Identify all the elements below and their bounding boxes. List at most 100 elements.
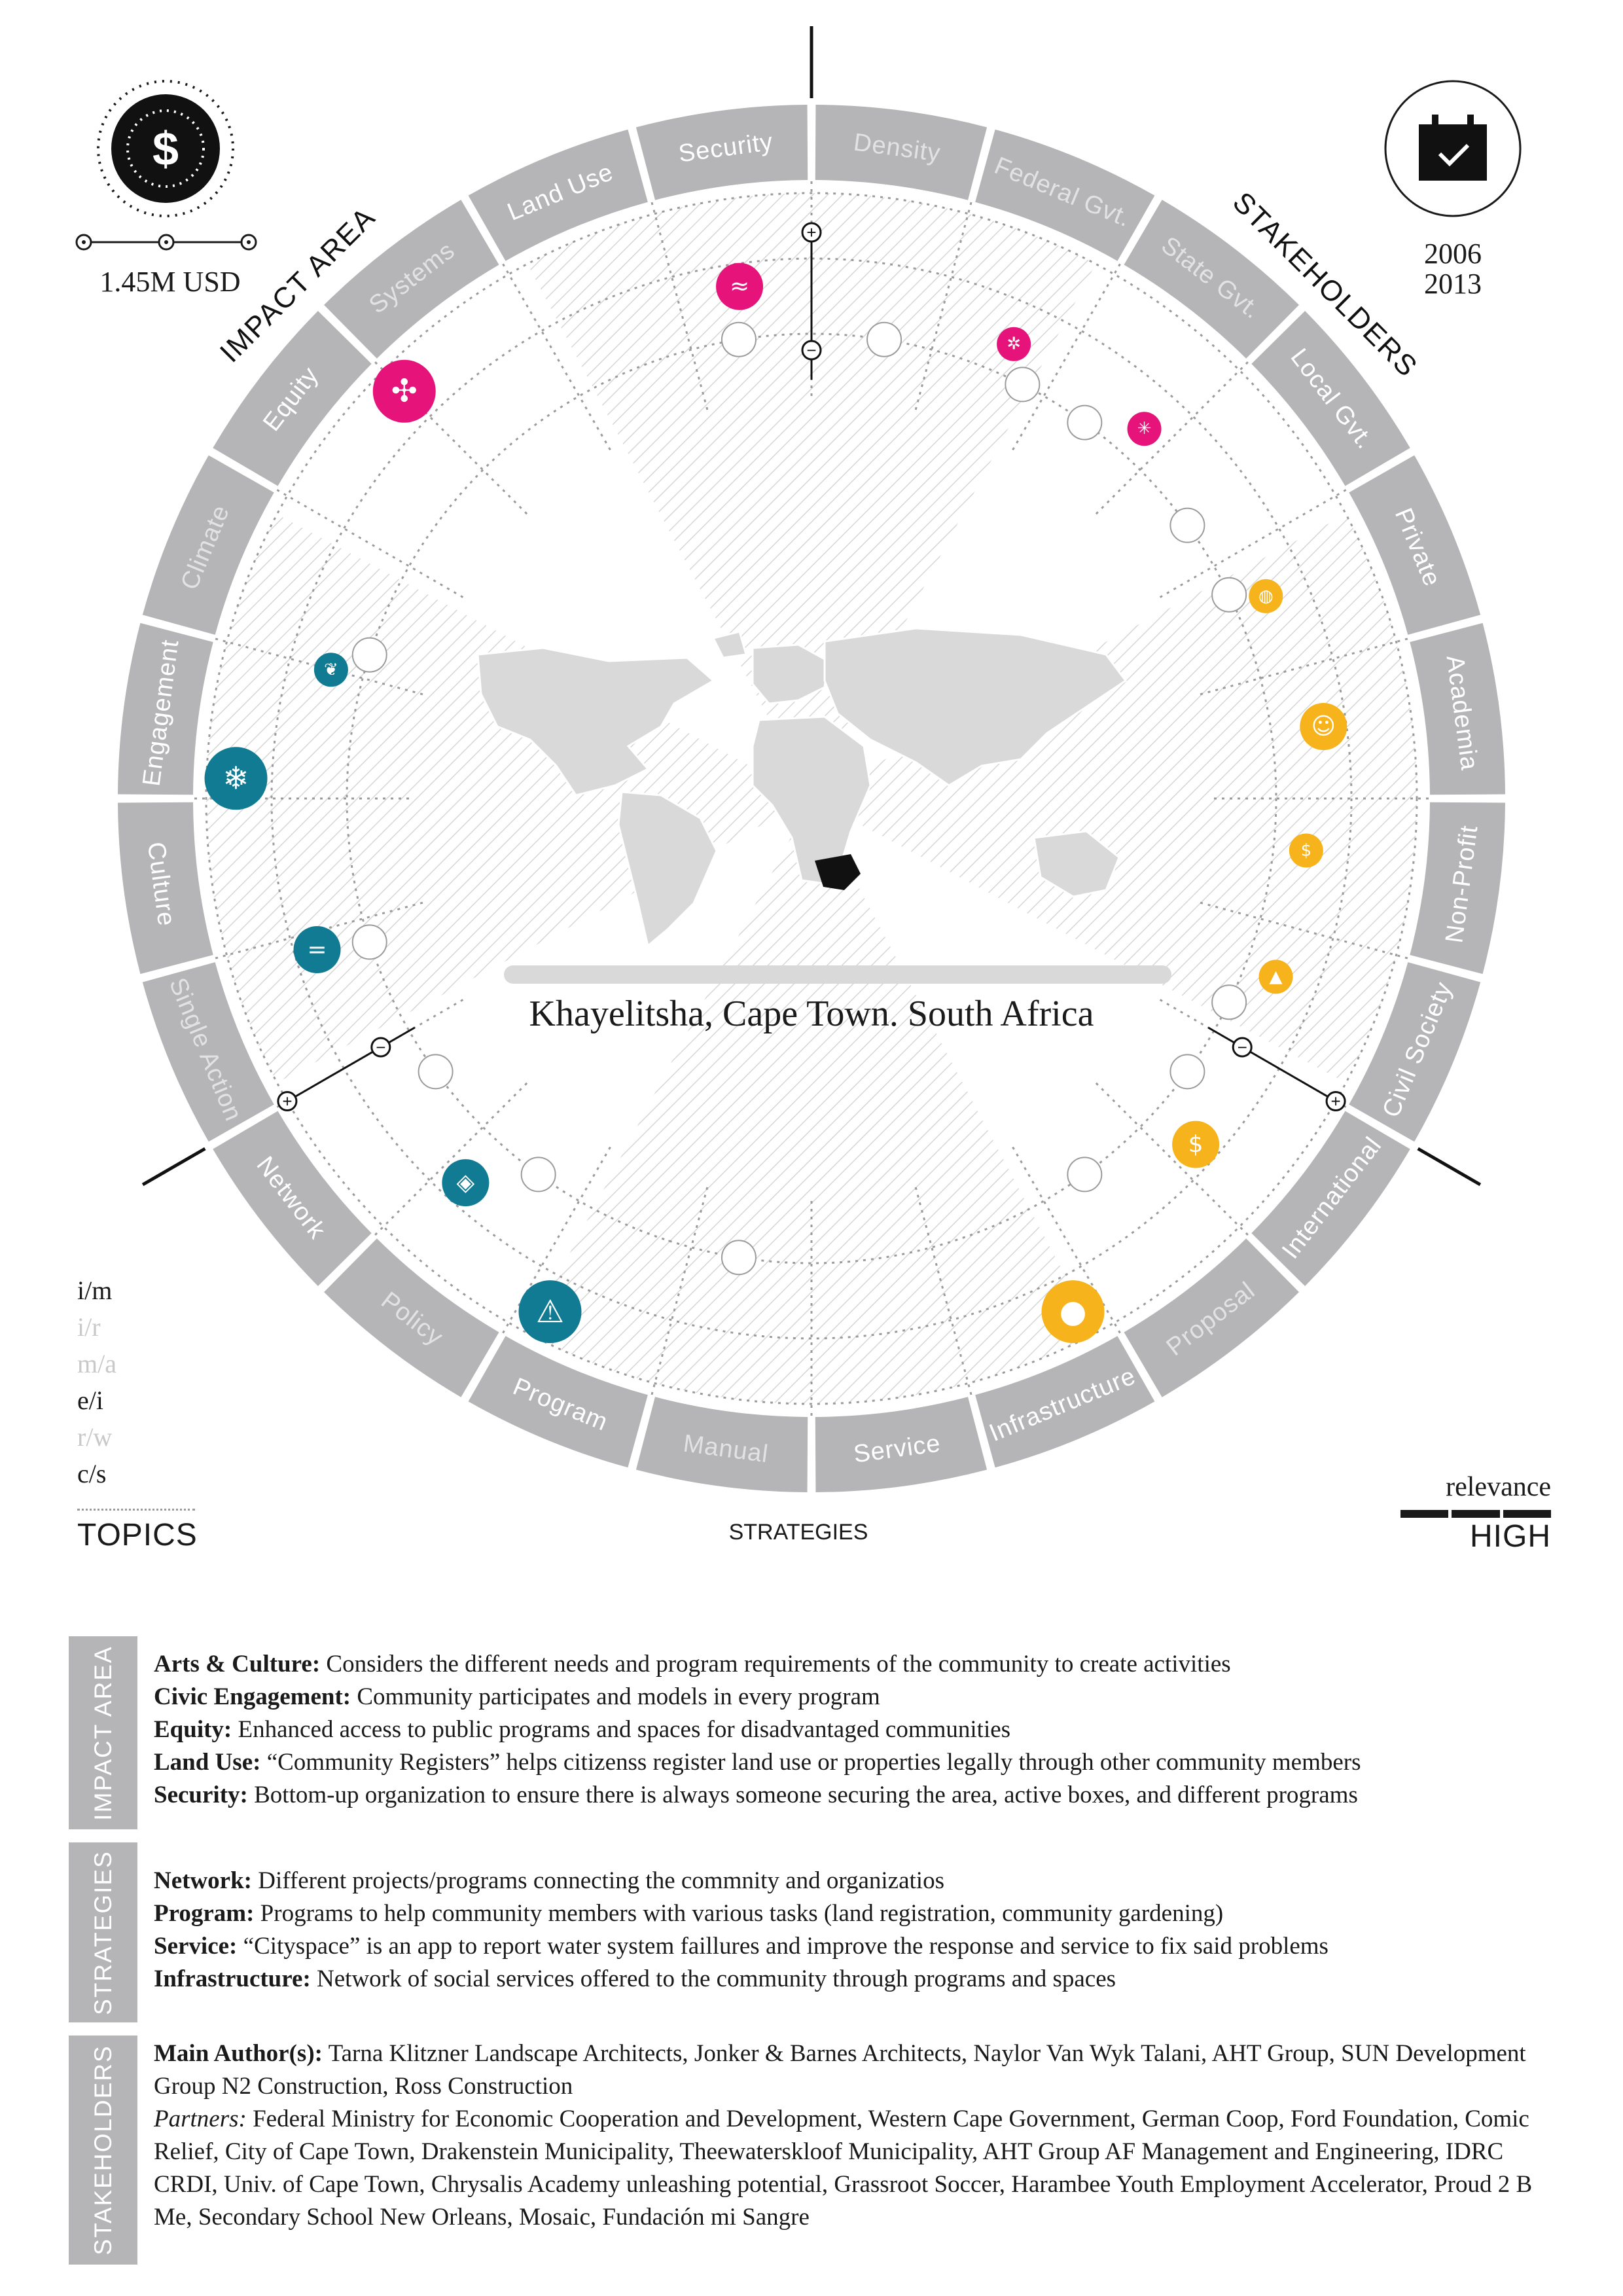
marker-impact: ❦ [313, 653, 348, 687]
range-symbol: + [282, 1092, 292, 1111]
empty-slot-circle [1169, 1054, 1205, 1090]
marker-strategy: ✲ [997, 327, 1031, 361]
hand-coin-icon: $ [1301, 840, 1312, 860]
hatch-wedge [527, 798, 1096, 1405]
empty-slot-circle [1067, 1157, 1103, 1193]
marker-dot [1172, 1121, 1220, 1168]
marker-dot [293, 925, 341, 973]
wheel-decorations: + − + − + − [141, 26, 1482, 1187]
ring-segment [1349, 455, 1481, 635]
marker-strategy: ≈ [716, 262, 764, 310]
impact-area-body: Arts & Culture: Considers the different … [154, 1648, 1558, 1812]
main-authors: Main Author(s): Tarna Klitzner Landscape… [154, 2040, 1526, 2100]
mortarboard-icon: ▲ [1270, 967, 1283, 986]
marker-dot [372, 359, 436, 423]
minus-icon [370, 1037, 391, 1058]
marker-dot [716, 262, 764, 310]
definition-item: Security: Bottom-up organization to ensu… [154, 1782, 1358, 1808]
topic-item: r/w [77, 1422, 113, 1452]
dollar-badge: $ [97, 80, 234, 217]
marker-impact: ❄ [204, 747, 268, 810]
ring-segment [118, 622, 213, 795]
strategies-tab: STRATEGIES [69, 1842, 137, 2022]
continent-shape [823, 627, 1128, 787]
plus-icon [277, 1091, 298, 1111]
grid-spoke [1095, 360, 1250, 515]
topic-item: m/a [77, 1349, 116, 1378]
range-symbol: + [1330, 1092, 1340, 1111]
impact-area-tab: IMPACT AREA [69, 1636, 137, 1829]
empty-slot-circle [721, 321, 757, 357]
budget-scale [75, 234, 257, 251]
minus-icon [1232, 1037, 1253, 1058]
marker-dot [1249, 579, 1283, 613]
continent-shape [751, 643, 829, 705]
warning-icon: ⚠ [536, 1293, 564, 1330]
network-icon: ✣ [391, 373, 418, 410]
ring-segment [1124, 200, 1299, 359]
layers-icon: ◈ [457, 1170, 475, 1196]
date-range: 2006 2013 [1394, 239, 1512, 299]
definition-item: Infrastructure: Network of social servic… [154, 1965, 1116, 1992]
definition-item: Program: Programs to help community memb… [154, 1900, 1224, 1927]
topic-item: i/r [77, 1312, 101, 1342]
topics-title: TOPICS [77, 1518, 198, 1552]
marker-strategy: ✣ [372, 359, 436, 423]
definition-item: Land Use: “Community Registers” helps ci… [154, 1749, 1361, 1776]
topics-divider [77, 1509, 195, 1511]
continent-shape [476, 647, 715, 797]
ring-segment [324, 200, 499, 359]
ring-segment [142, 455, 274, 635]
marker-dot [1127, 412, 1162, 446]
hatch-wedge [812, 514, 1417, 1083]
ring-segment [1251, 311, 1410, 486]
marker-stake: $ [1289, 833, 1323, 868]
grid-circle [270, 257, 1353, 1340]
ring-segment [635, 105, 808, 200]
ring-segment [815, 1397, 988, 1492]
snowflake-icon: ❄ [223, 760, 249, 797]
ring-segment [468, 1336, 648, 1468]
wheel-grid [193, 180, 1430, 1417]
marker-stake: ● [1041, 1280, 1105, 1344]
ring-segment [975, 1336, 1155, 1468]
ring-segment [213, 1111, 372, 1286]
stakeholders-body: Main Author(s): Tarna Klitzner Landscape… [154, 2037, 1558, 2234]
dollar-icon: $ [152, 123, 179, 175]
ring-segment [815, 105, 988, 200]
equals-icon: = [307, 936, 327, 963]
ring-segment [1410, 802, 1505, 975]
ring-segment [1124, 1238, 1299, 1397]
empty-slot-circle [866, 321, 902, 357]
marker-stake: ▲ [1258, 960, 1293, 994]
budget-label: 1.45M USD [99, 266, 241, 298]
infra-icon: ✳ [1137, 419, 1152, 439]
empty-slot-circle [1211, 984, 1247, 1020]
topic-item: i/m [77, 1276, 113, 1305]
partners: Partners: Federal Ministry for Economic … [154, 2106, 1533, 2231]
range-symbol: − [1238, 1037, 1247, 1057]
marker-stake: ☺ [1300, 703, 1347, 751]
continent-shape [617, 791, 718, 948]
grid-circle [205, 192, 1418, 1405]
calendar-badge [1384, 80, 1522, 217]
relevance-level: HIGH [1470, 1519, 1551, 1554]
empty-slot-circle [1169, 507, 1205, 543]
empty-slot-circle [520, 1157, 556, 1193]
ring-segment [324, 1238, 499, 1397]
marker-dot [518, 1280, 582, 1344]
marker-dot [997, 327, 1031, 361]
section-divider-tick [141, 1147, 206, 1187]
marker-impact: = [293, 925, 341, 973]
stakeholders-tab: STAKEHOLDERS [69, 2036, 137, 2265]
marker-dot [204, 747, 268, 810]
grid-spoke [373, 1082, 528, 1237]
end-year: 2013 [1424, 268, 1482, 300]
hatch-wedge [527, 193, 1096, 798]
range-symbol: − [806, 340, 816, 360]
leaf-icon: ❦ [324, 660, 338, 679]
range-arrow [281, 1026, 416, 1105]
marker-dot [1041, 1280, 1105, 1344]
ring-segment [975, 129, 1155, 261]
globe-icon: ◍ [1258, 586, 1274, 606]
